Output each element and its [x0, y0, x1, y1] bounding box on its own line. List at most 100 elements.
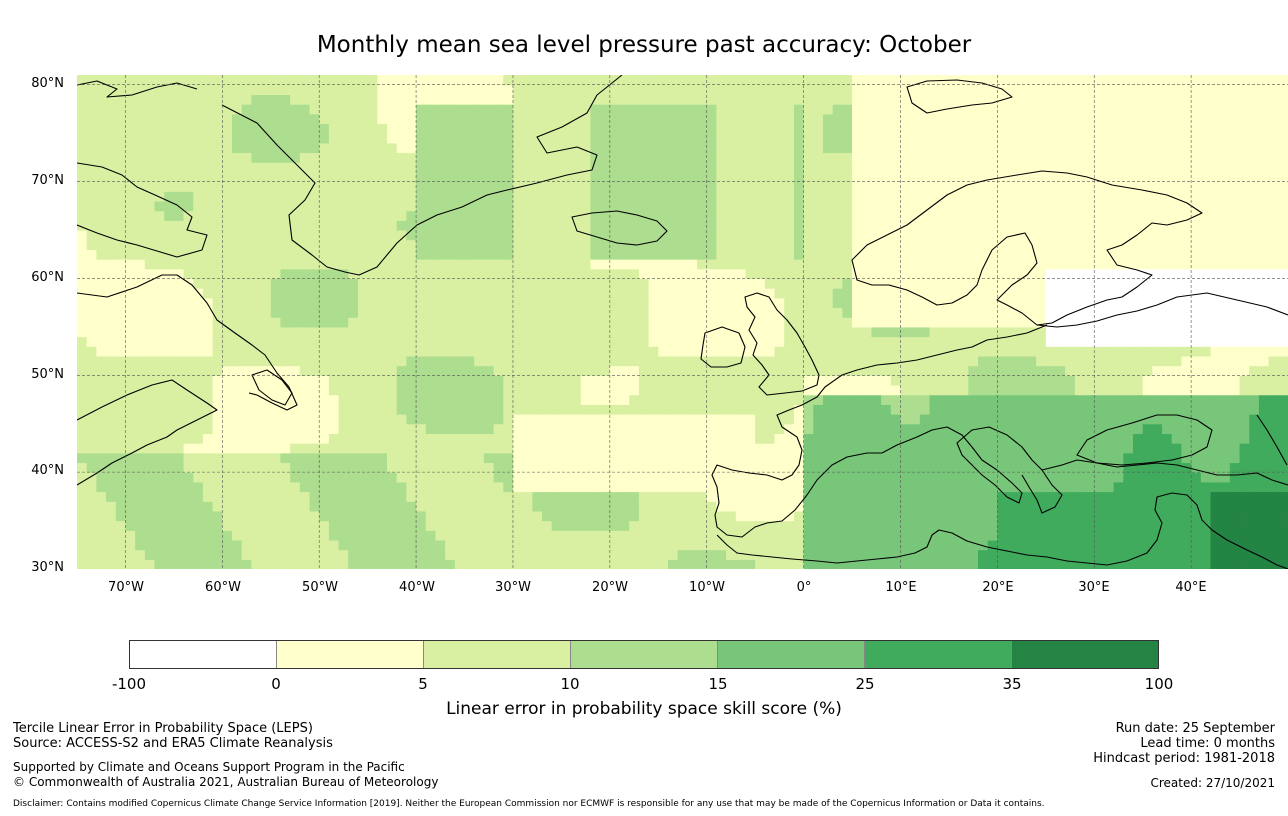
skill-cell	[503, 472, 514, 483]
skill-cell	[445, 249, 456, 260]
skill-cell	[948, 268, 960, 280]
skill-cell	[861, 75, 873, 86]
skill-cell	[542, 162, 553, 173]
skill-cell	[735, 530, 747, 541]
skill-cell	[648, 181, 659, 192]
skill-cell	[997, 414, 1008, 425]
skill-cell	[86, 472, 97, 483]
skill-cell	[435, 288, 446, 299]
skill-cell	[706, 133, 718, 144]
skill-cell	[309, 113, 320, 125]
skill-cell	[309, 152, 320, 163]
skill-cell	[745, 171, 756, 183]
skill-cell	[319, 191, 330, 202]
skill-cell	[852, 510, 863, 522]
skill-cell	[512, 520, 524, 531]
skill-cell	[309, 288, 320, 299]
skill-cell	[493, 549, 504, 560]
skill-cell	[503, 336, 514, 347]
skill-cell	[687, 288, 698, 299]
skill-cell	[106, 210, 117, 221]
skill-cell	[542, 181, 553, 192]
skill-cell	[367, 462, 378, 473]
skill-cell	[135, 510, 146, 522]
skill-cell	[813, 162, 824, 173]
skill-cell	[784, 249, 795, 260]
skill-cell	[871, 94, 882, 105]
skill-cell	[871, 239, 882, 250]
skill-cell	[416, 549, 427, 560]
skill-cell	[939, 162, 950, 173]
skill-cell	[658, 530, 669, 541]
skill-cell	[416, 394, 427, 405]
skill-cell	[784, 491, 795, 502]
skill-cell	[532, 336, 543, 347]
skill-cell	[290, 375, 301, 386]
skill-cell	[280, 481, 291, 493]
skill-cell	[958, 259, 969, 270]
skill-cell	[115, 452, 127, 464]
skill-cell	[261, 181, 272, 192]
skill-cell	[871, 394, 882, 405]
skill-cell	[144, 249, 156, 260]
skill-cell	[135, 414, 146, 425]
skill-cell	[803, 375, 814, 386]
skill-cell	[667, 152, 679, 163]
skill-cell	[861, 191, 873, 202]
skill-cell	[958, 84, 969, 95]
skill-cell	[900, 510, 911, 522]
skill-cell	[919, 491, 931, 502]
skill-cell	[328, 268, 340, 280]
skill-cell	[96, 443, 107, 454]
skill-cell	[135, 433, 146, 444]
skill-cell	[512, 123, 524, 134]
skill-cell	[687, 307, 698, 318]
skill-cell	[774, 384, 785, 396]
skill-cell	[454, 268, 466, 280]
skill-cell	[900, 171, 911, 183]
skill-cell	[406, 510, 417, 522]
skill-cell	[968, 171, 979, 183]
skill-cell	[590, 481, 601, 493]
skill-cell	[726, 288, 737, 299]
skill-cell	[435, 355, 446, 367]
skill-cell	[1007, 520, 1018, 531]
skill-cell	[755, 297, 766, 309]
skill-cell	[202, 501, 214, 512]
skill-cell	[745, 452, 756, 464]
skill-cell	[755, 443, 766, 454]
skill-cell	[522, 559, 533, 569]
skill-cell	[1007, 162, 1018, 173]
skill-cell	[697, 375, 708, 386]
skill-cell	[706, 104, 718, 115]
skill-cell	[125, 239, 136, 250]
skill-cell	[881, 200, 892, 212]
skill-cell	[106, 191, 117, 202]
skill-cell	[619, 317, 630, 328]
skill-cell	[764, 220, 776, 231]
skill-cell	[648, 365, 659, 376]
skill-cell	[251, 530, 262, 541]
skill-cell	[551, 365, 562, 376]
skill-cell	[183, 200, 194, 212]
skill-cell	[832, 123, 843, 134]
skill-cell	[173, 94, 185, 105]
skill-cell	[958, 268, 969, 280]
skill-cell	[377, 278, 388, 289]
skill-cell	[144, 104, 156, 115]
skill-cell	[290, 520, 301, 531]
skill-cell	[890, 501, 902, 512]
skill-cell	[551, 346, 562, 357]
skill-cell	[726, 152, 737, 163]
skill-cell	[193, 384, 204, 396]
skill-cell	[600, 501, 611, 512]
skill-cell	[503, 104, 514, 115]
skill-cell	[987, 539, 998, 551]
skill-cell	[571, 75, 582, 86]
skill-cell	[396, 317, 407, 328]
skill-cell	[328, 171, 340, 183]
skill-cell	[822, 94, 834, 105]
skill-cell	[784, 220, 795, 231]
skill-cell	[464, 452, 475, 464]
skill-cell	[871, 336, 882, 347]
